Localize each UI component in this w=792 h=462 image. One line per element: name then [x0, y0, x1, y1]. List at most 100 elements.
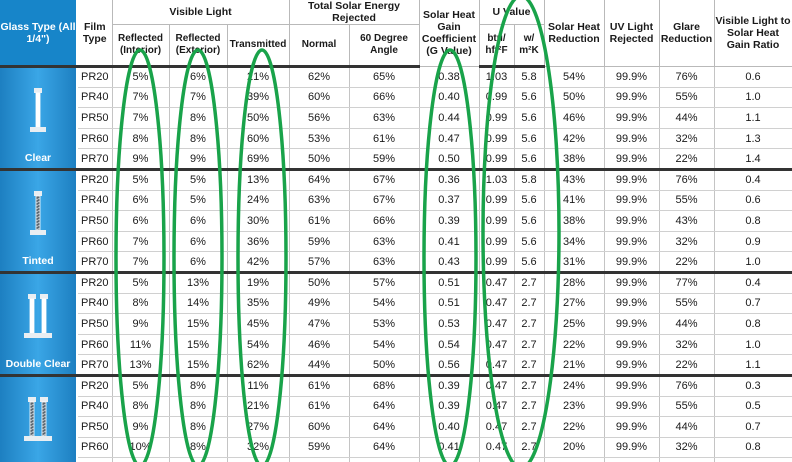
- table-row: PR70 13% 15% 62% 44% 50% 0.56 0.47 2.7 21% 99.9% 22…: [0, 354, 792, 377]
- total-solar-60-degree-cell: 53%: [349, 313, 420, 335]
- uv-rejected-cell: 99.9%: [604, 210, 660, 232]
- total-solar-60-degree-cell: 59%: [349, 148, 420, 171]
- header-wm2k: w/ m²K: [514, 24, 545, 68]
- table-row: Tinted PR20 5% 5% 13% 64% 67% 0.36 1.03 5.8 43% 99.…: [0, 169, 792, 274]
- total-solar-normal-cell: 61%: [289, 210, 350, 232]
- total-solar-60-degree-cell: 57%: [349, 272, 420, 294]
- header-transmitted: Transmitted: [227, 24, 290, 68]
- shgc-cell: 0.56: [419, 354, 480, 377]
- shgc-cell: 0.51: [419, 293, 480, 315]
- transmitted-cell: 60%: [227, 128, 290, 150]
- total-solar-normal-cell: 57%: [289, 251, 350, 274]
- transmitted-cell: 21%: [227, 396, 290, 418]
- shgc-cell: 0.40: [419, 416, 480, 438]
- uv-rejected-cell: 99.9%: [604, 251, 660, 274]
- table-row: PR60 7% 6% 36% 59% 63% 0.41 0.99 5.6 34% 99.9% 32% 0…: [0, 231, 792, 253]
- shgc-cell: 0.41: [419, 437, 480, 459]
- table-row: PR40 8% 14% 35% 49% 54% 0.51 0.47 2.7 27% 99.9% 55%…: [0, 293, 792, 315]
- total-solar-60-degree-cell: 61%: [349, 128, 420, 150]
- shgc-cell: 0.42: [419, 457, 480, 462]
- uv-rejected-cell: 99.9%: [604, 457, 660, 462]
- visible-light-ratio-cell: 0.8: [714, 437, 792, 459]
- transmitted-cell: 42%: [227, 251, 290, 274]
- visible-light-ratio-cell: 0.8: [714, 210, 792, 232]
- table-row: PR40 7% 7% 39% 60% 66% 0.40 0.99 5.6 50% 99.9% 55% 1…: [0, 87, 792, 109]
- film-type-cell: PR20: [77, 272, 113, 294]
- u-value-btu-cell: 0.47: [479, 293, 515, 315]
- glass-type-cell: Double Tinted: [0, 375, 78, 462]
- film-type-cell: PR40: [77, 293, 113, 315]
- visible-light-ratio-cell: 1.0: [714, 87, 792, 109]
- film-type-cell: PR60: [77, 334, 113, 356]
- shgc-cell: 0.39: [419, 375, 480, 397]
- total-solar-60-degree-cell: 68%: [349, 375, 420, 397]
- total-solar-normal-cell: 60%: [289, 416, 350, 438]
- total-solar-60-degree-cell: 62%: [349, 457, 420, 462]
- uv-rejected-cell: 99.9%: [604, 334, 660, 356]
- visible-light-ratio-cell: 0.6: [714, 190, 792, 212]
- uv-rejected-cell: 99.9%: [604, 107, 660, 129]
- transmitted-cell: 54%: [227, 334, 290, 356]
- uv-rejected-cell: 99.9%: [604, 354, 660, 377]
- u-value-wm2k-cell: 2.7: [514, 457, 545, 462]
- uv-rejected-cell: 99.9%: [604, 87, 660, 109]
- total-solar-normal-cell: 46%: [289, 334, 350, 356]
- total-solar-60-degree-cell: 64%: [349, 396, 420, 418]
- glare-reduction-cell: 32%: [659, 128, 715, 150]
- table-row: PR40 8% 8% 21% 61% 64% 0.39 0.47 2.7 23% 99.9% 55% 0…: [0, 396, 792, 418]
- total-solar-60-degree-cell: 64%: [349, 437, 420, 459]
- reflected-exterior-cell: 15%: [169, 334, 228, 356]
- visible-light-ratio-cell: 1.1: [714, 354, 792, 377]
- visible-light-ratio-cell: 0.4: [714, 272, 792, 294]
- reflected-interior-cell: 7%: [112, 231, 170, 253]
- reflected-interior-cell: 5%: [112, 272, 170, 294]
- header-u-value: U Value: [479, 0, 545, 25]
- table-row: PR70 7% 6% 42% 57% 63% 0.43 0.99 5.6 31% 99.9% 22% 1…: [0, 251, 792, 274]
- transmitted-cell: 36%: [227, 231, 290, 253]
- glass-type-cell: Tinted: [0, 169, 78, 274]
- solar-heat-reduction-cell: 31%: [544, 251, 605, 274]
- transmitted-cell: 24%: [227, 190, 290, 212]
- reflected-exterior-cell: 8%: [169, 416, 228, 438]
- visible-light-ratio-cell: 0.8: [714, 313, 792, 335]
- u-value-wm2k-cell: 5.6: [514, 107, 545, 129]
- header-glass-type: Glass Type (All 1/4"): [0, 0, 78, 68]
- solar-heat-reduction-cell: 24%: [544, 375, 605, 397]
- uv-rejected-cell: 99.9%: [604, 416, 660, 438]
- uv-rejected-cell: 99.9%: [604, 148, 660, 171]
- shgc-cell: 0.39: [419, 210, 480, 232]
- header-reflected-interior: Reflected (Interior): [112, 24, 170, 68]
- reflected-exterior-cell: 9%: [169, 148, 228, 171]
- reflected-exterior-cell: 6%: [169, 210, 228, 232]
- total-solar-normal-cell: 50%: [289, 148, 350, 171]
- shgc-cell: 0.41: [419, 231, 480, 253]
- table-row: PR50 7% 8% 50% 56% 63% 0.44 0.99 5.6 46% 99.9% 44% 1…: [0, 107, 792, 129]
- glare-reduction-cell: 55%: [659, 87, 715, 109]
- u-value-wm2k-cell: 5.8: [514, 169, 545, 191]
- reflected-exterior-cell: 8%: [169, 396, 228, 418]
- header-visible-light: Visible Light: [112, 0, 290, 25]
- glass-type-label: Tinted: [22, 254, 54, 267]
- table-row: PR70 9% 9% 69% 50% 59% 0.50 0.99 5.6 38% 99.9% 22% 1…: [0, 148, 792, 171]
- u-value-btu-cell: 0.99: [479, 148, 515, 171]
- glare-reduction-cell: 55%: [659, 293, 715, 315]
- u-value-btu-cell: 0.47: [479, 334, 515, 356]
- header-visible-light-ratio: Visible Light to Solar Heat Gain Ratio: [714, 0, 792, 67]
- header-reflected-exterior: Reflected (Exterior): [169, 24, 228, 68]
- reflected-exterior-cell: 6%: [169, 66, 228, 88]
- visible-light-ratio-cell: 1.0: [714, 251, 792, 274]
- glare-reduction-cell: 22%: [659, 457, 715, 462]
- transmitted-cell: 37%: [227, 457, 290, 462]
- u-value-wm2k-cell: 5.6: [514, 231, 545, 253]
- u-value-wm2k-cell: 5.8: [514, 66, 545, 88]
- total-solar-60-degree-cell: 54%: [349, 293, 420, 315]
- visible-light-ratio-cell: 0.4: [714, 169, 792, 191]
- shgc-cell: 0.37: [419, 190, 480, 212]
- u-value-btu-cell: 0.99: [479, 107, 515, 129]
- glare-reduction-cell: 44%: [659, 313, 715, 335]
- solar-heat-reduction-cell: 42%: [544, 128, 605, 150]
- reflected-exterior-cell: 14%: [169, 293, 228, 315]
- uv-rejected-cell: 99.9%: [604, 190, 660, 212]
- total-solar-normal-cell: 49%: [289, 293, 350, 315]
